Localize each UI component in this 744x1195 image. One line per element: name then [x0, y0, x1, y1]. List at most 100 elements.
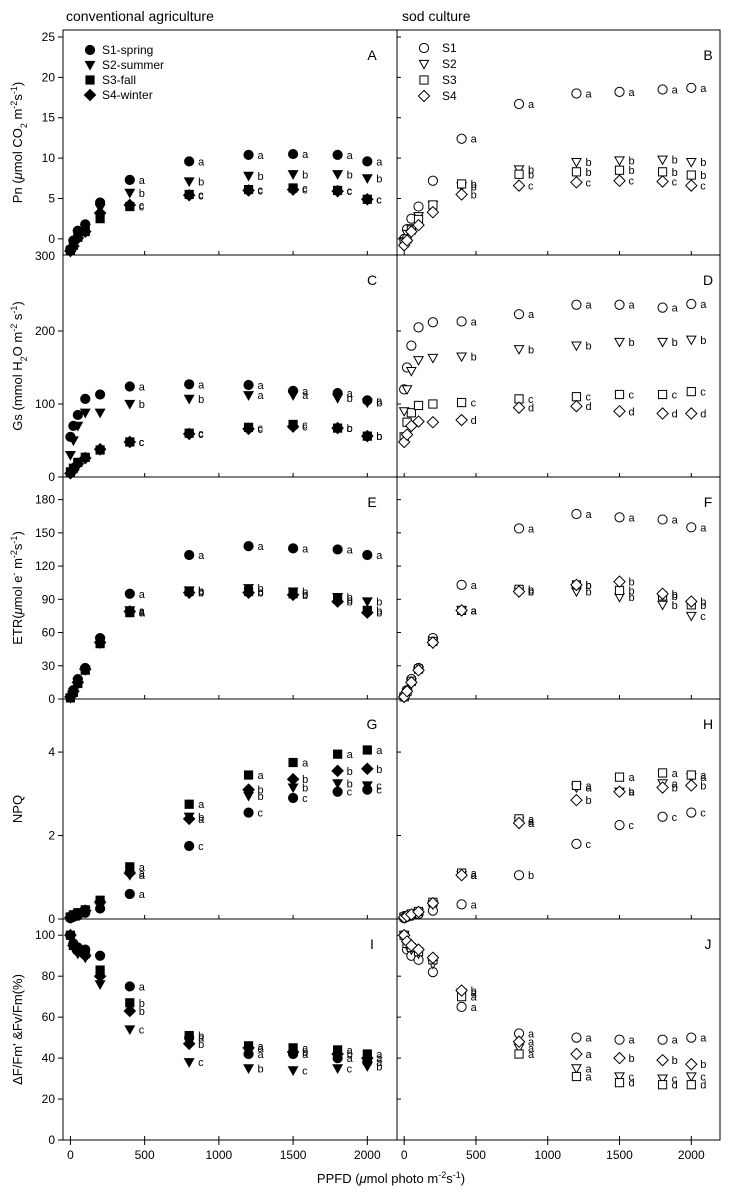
point-s2-summer	[361, 398, 373, 409]
point-s1	[427, 317, 438, 328]
point-s2	[401, 385, 413, 396]
point-s1-spring	[72, 409, 83, 421]
significance-label: a	[347, 544, 354, 556]
y-tick-label: 200	[35, 324, 55, 338]
x-tick-label: 1500	[606, 1148, 633, 1162]
point-s4	[400, 234, 414, 247]
point-s4	[400, 428, 414, 441]
significance-label: b	[258, 1063, 264, 1075]
point-s1	[456, 316, 467, 327]
significance-label: c	[700, 808, 706, 820]
significance-label: b	[376, 597, 382, 609]
point-s4-winter	[242, 1041, 255, 1055]
point-s1	[406, 340, 417, 351]
panel-J-points	[397, 928, 698, 1090]
significance-label: a	[672, 515, 679, 527]
significance-label: c	[198, 189, 204, 201]
significance-label: c	[198, 190, 204, 202]
y-tick-label: 20	[42, 1092, 56, 1106]
y-axis-label: Gs (mmol H2O m-2 s-1)	[9, 301, 29, 430]
significance-label: a	[258, 390, 265, 402]
y-tick-label: 120	[35, 559, 55, 573]
significance-label: a	[585, 300, 592, 312]
significance-label: d	[672, 408, 678, 420]
point-s4	[455, 413, 468, 427]
x-axis-label: PPFD (μmol photo m-2s-1)	[317, 1170, 465, 1186]
point-s2-summer	[361, 597, 373, 608]
significance-label: c	[700, 387, 706, 399]
point-s4-winter	[78, 225, 92, 238]
significance-label: a	[198, 550, 205, 562]
point-s4	[613, 174, 626, 188]
point-s1	[456, 899, 467, 910]
panel-letter: I	[370, 936, 374, 952]
point-s4-winter	[286, 1045, 300, 1059]
significance-label: b	[672, 591, 678, 603]
point-s1	[686, 298, 697, 310]
point-s4-winter	[71, 945, 85, 958]
point-s1	[571, 299, 582, 310]
axes	[58, 29, 721, 1145]
point-s1-spring	[287, 792, 299, 804]
significance-label: c	[139, 200, 145, 212]
point-s1	[657, 302, 668, 313]
significance-label: a	[376, 550, 383, 562]
significance-label: c	[198, 428, 204, 440]
significance-label: a	[258, 1041, 265, 1053]
significance-label: b	[302, 590, 308, 602]
significance-label: b	[198, 587, 204, 599]
point-s3	[571, 780, 582, 791]
y-tick-label: 20	[42, 70, 56, 84]
point-s1	[427, 175, 438, 186]
point-s4	[684, 179, 698, 192]
point-s4-winter	[182, 586, 196, 599]
legend-marker	[418, 59, 430, 70]
significance-label: b	[302, 783, 308, 795]
significance-label: b	[528, 344, 534, 356]
point-s4-winter	[93, 969, 107, 983]
significance-label: a	[258, 541, 265, 553]
significance-label: b	[347, 423, 353, 435]
significance-label: b	[198, 585, 204, 597]
significance-label: a	[302, 149, 309, 161]
significance-label: c	[376, 785, 382, 797]
significance-label: b	[376, 431, 382, 443]
significance-label: a	[302, 390, 309, 402]
y-tick-label: 5	[48, 191, 55, 205]
significance-label: b	[376, 398, 382, 410]
point-s4-winter	[331, 421, 344, 435]
x-tick-label: 1000	[206, 1148, 233, 1162]
significance-label: a	[302, 386, 309, 398]
point-s4	[684, 1057, 698, 1071]
significance-label: a	[528, 818, 535, 830]
point-s1	[614, 512, 625, 523]
significance-label: a	[700, 1033, 707, 1045]
point-s2-summer	[332, 1064, 344, 1074]
point-s4-winter	[331, 595, 344, 608]
panel-H-points	[397, 768, 698, 924]
significance-label: c	[528, 181, 534, 193]
x-tick-label: 1000	[534, 1148, 561, 1162]
significance-label: a	[629, 300, 636, 312]
significance-label: b	[302, 169, 308, 181]
point-s4-winter	[182, 427, 196, 441]
y-tick-label: 30	[42, 659, 56, 673]
significance-label: a	[629, 1035, 636, 1047]
significance-label: b	[585, 580, 591, 592]
significance-label: b	[629, 156, 635, 168]
point-s3	[614, 1078, 625, 1088]
point-s1	[413, 322, 424, 333]
significance-label: a	[528, 523, 535, 535]
point-s2-summer	[72, 421, 84, 432]
significance-label: b	[528, 870, 534, 882]
significance-label: d	[585, 401, 591, 413]
significance-label: b	[376, 608, 382, 620]
significance-label: b	[700, 780, 706, 792]
y-tick-label: 15	[42, 111, 56, 125]
significance-label: b	[198, 812, 204, 824]
significance-label: b	[376, 1061, 382, 1073]
point-s1-spring	[184, 379, 195, 390]
significance-label: c	[629, 176, 635, 188]
point-s4-winter	[331, 764, 344, 778]
significance-label: c	[585, 392, 591, 404]
